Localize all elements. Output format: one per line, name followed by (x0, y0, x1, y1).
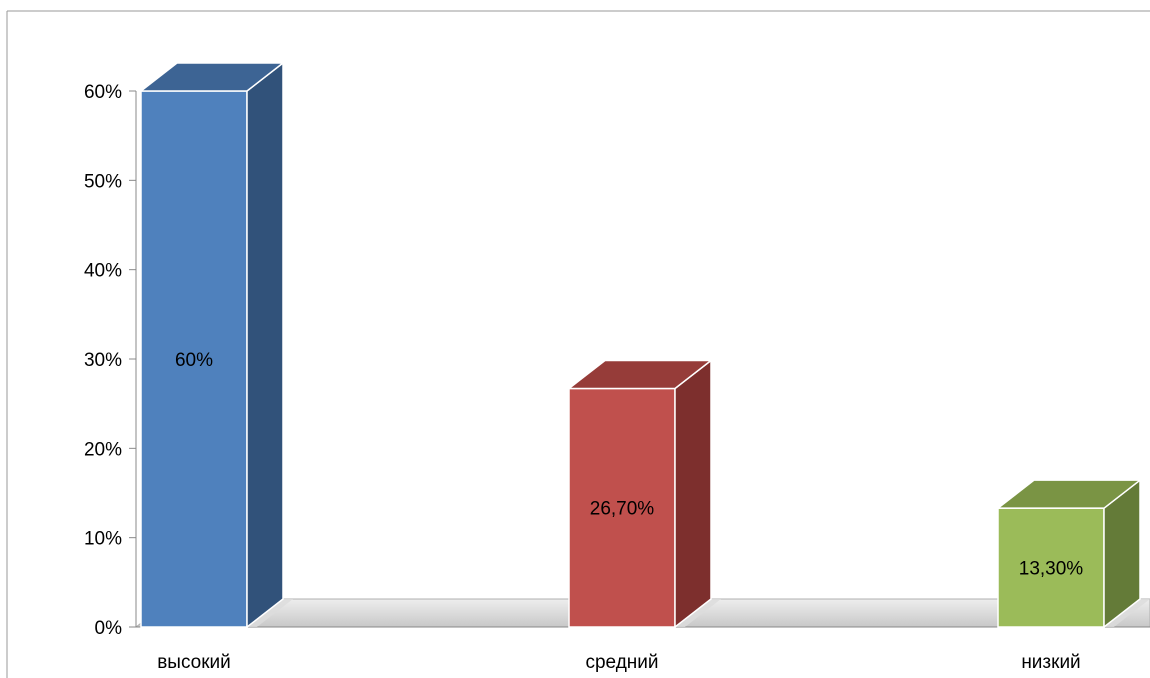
x-category-label: высокий (157, 652, 231, 673)
y-tick-label: 50% (84, 171, 122, 192)
bar-1 (138, 61, 293, 629)
bar-3 (995, 478, 1150, 629)
y-tick-label: 60% (84, 82, 122, 103)
x-category-label: низкий (1021, 652, 1080, 673)
y-tick-label: 30% (84, 350, 122, 371)
bar-side (674, 358, 712, 629)
y-tick-label: 40% (84, 261, 122, 282)
x-category-label: средний (585, 652, 658, 673)
bar-shadow (1104, 599, 1150, 627)
bar-data-label: 60% (175, 350, 213, 371)
bar-2 (566, 358, 721, 629)
bar-shadow (675, 599, 721, 627)
bar-top (995, 479, 1143, 509)
bar-side (246, 61, 284, 629)
bar-data-label: 13,30% (1019, 559, 1084, 580)
bar-front (140, 90, 248, 628)
bar-top (566, 359, 714, 390)
y-tick-label: 0% (95, 618, 123, 639)
y-tick-label: 10% (84, 529, 122, 550)
bar-top (138, 62, 286, 92)
bar-data-label: 26,70% (590, 499, 655, 520)
bar-front (997, 507, 1105, 628)
y-tick-label: 20% (84, 439, 122, 460)
bar-shadow (247, 599, 293, 627)
